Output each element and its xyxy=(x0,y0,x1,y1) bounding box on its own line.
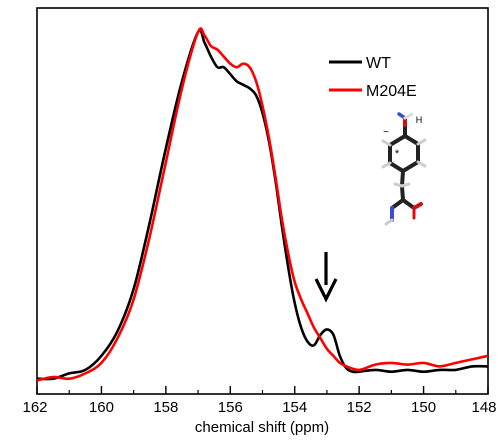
x-tick-label: 152 xyxy=(347,399,372,416)
series-line-m204e xyxy=(36,27,489,382)
x-tick-label: 156 xyxy=(218,399,243,416)
svg-text:H: H xyxy=(416,115,423,125)
svg-text:~: ~ xyxy=(383,127,389,138)
legend: WT M204E xyxy=(329,55,417,100)
legend-label-m204e: M204E xyxy=(366,83,417,100)
x-tick-label: 148 xyxy=(471,399,496,416)
x-axis-ticks: 162 160 158 156 154 152 150 148 xyxy=(22,386,497,416)
svg-text:*: * xyxy=(395,148,400,160)
plot-frame xyxy=(36,7,489,395)
legend-label-wt: WT xyxy=(366,55,391,72)
molecule-structure-icon: * ~ H xyxy=(381,112,427,226)
x-tick-label: 150 xyxy=(411,399,436,416)
x-tick-label: 162 xyxy=(22,399,47,416)
x-tick-label: 158 xyxy=(153,399,178,416)
x-axis-label: chemical shift (ppm) xyxy=(195,419,329,436)
x-tick-label: 160 xyxy=(89,399,114,416)
arrow-head xyxy=(314,278,338,303)
annotation-arrow xyxy=(314,252,338,303)
x-tick-label: 154 xyxy=(282,399,307,416)
series-layer xyxy=(36,27,489,382)
